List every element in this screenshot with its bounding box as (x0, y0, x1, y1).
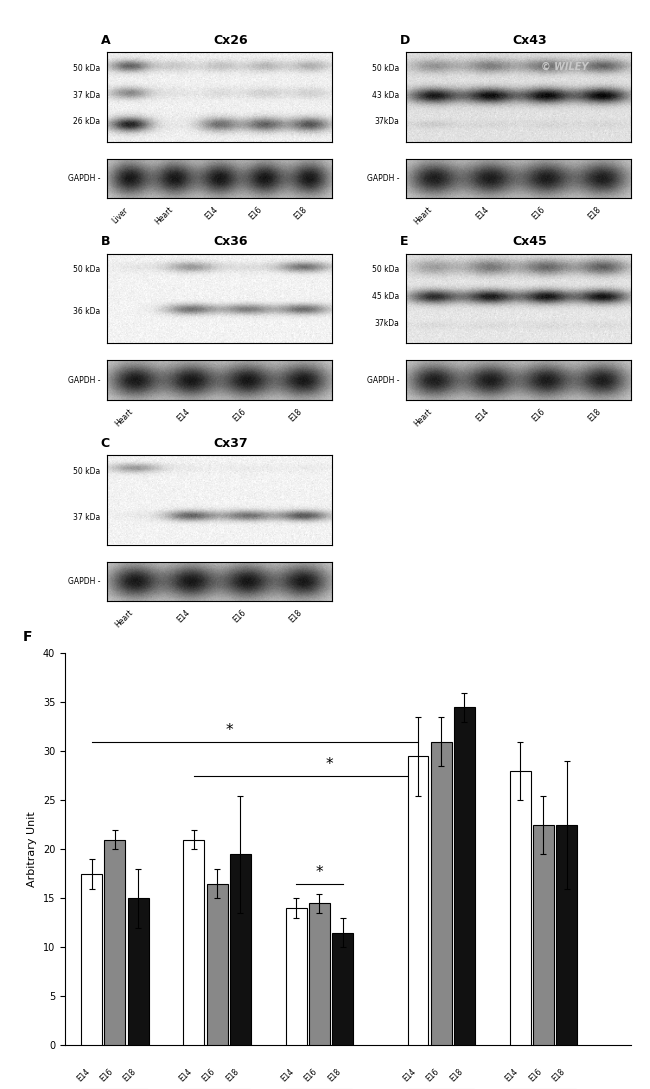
Bar (556, 825, 577, 1045)
Text: E18: E18 (326, 1067, 343, 1084)
Text: E16: E16 (527, 1067, 543, 1084)
Text: 45 kDa: 45 kDa (372, 292, 400, 301)
Text: GAPDH -: GAPDH - (367, 376, 400, 384)
Text: E16: E16 (231, 406, 248, 424)
Text: E16: E16 (201, 1067, 217, 1084)
Text: E18: E18 (586, 406, 603, 424)
Bar (230, 854, 251, 1045)
Text: 37 kDa: 37 kDa (73, 513, 101, 523)
Text: E14: E14 (75, 1067, 92, 1084)
Text: © WILEY: © WILEY (541, 62, 588, 72)
Text: C: C (101, 437, 110, 450)
Text: D: D (400, 34, 410, 47)
Y-axis label: Arbitrary Unit: Arbitrary Unit (27, 811, 37, 888)
Bar (408, 756, 428, 1045)
Bar (81, 873, 102, 1045)
Text: *: * (226, 723, 233, 737)
Bar (127, 898, 149, 1045)
Text: E14: E14 (175, 406, 191, 424)
Text: E16: E16 (303, 1067, 319, 1084)
Text: E16: E16 (530, 406, 547, 424)
Text: 26 kDa: 26 kDa (73, 118, 101, 126)
Text: E14: E14 (474, 406, 490, 424)
Bar (332, 932, 353, 1045)
Text: E18: E18 (287, 608, 304, 625)
Text: E16: E16 (424, 1067, 441, 1084)
Text: B: B (101, 235, 111, 248)
Text: E18: E18 (586, 205, 603, 222)
Text: Cx37: Cx37 (213, 437, 248, 450)
Text: Heart: Heart (114, 406, 135, 428)
Text: E18: E18 (122, 1067, 138, 1084)
Text: E14: E14 (203, 205, 220, 222)
Text: E18: E18 (292, 205, 309, 222)
Text: Heart: Heart (153, 205, 174, 227)
Text: E16: E16 (98, 1067, 115, 1084)
Bar (533, 825, 554, 1045)
Text: Cx45: Cx45 (512, 235, 547, 248)
Text: E14: E14 (280, 1067, 296, 1084)
Text: *: * (315, 865, 323, 880)
Text: E14: E14 (474, 205, 490, 222)
Bar (309, 904, 330, 1045)
Bar (207, 884, 228, 1045)
Text: A: A (101, 34, 111, 47)
Text: E18: E18 (448, 1067, 465, 1084)
Text: Cx26: Cx26 (213, 34, 248, 47)
Text: 50 kDa: 50 kDa (73, 64, 101, 73)
Text: F: F (23, 629, 32, 644)
Text: 37 kDa: 37 kDa (73, 90, 101, 99)
Bar (431, 742, 452, 1045)
Bar (510, 771, 530, 1045)
Text: E16: E16 (530, 205, 547, 222)
Text: Heart: Heart (413, 205, 434, 227)
Text: E: E (400, 235, 408, 248)
Text: E14: E14 (175, 608, 191, 625)
Bar (105, 840, 125, 1045)
Text: 37kDa: 37kDa (374, 118, 400, 126)
Text: E14: E14 (177, 1067, 194, 1084)
Text: E16: E16 (231, 608, 248, 625)
Text: E18: E18 (550, 1067, 567, 1084)
Text: *: * (326, 757, 333, 772)
Text: E18: E18 (224, 1067, 240, 1084)
Text: GAPDH -: GAPDH - (68, 577, 101, 586)
Text: Cx36: Cx36 (213, 235, 248, 248)
Bar (183, 840, 204, 1045)
Text: Heart: Heart (413, 406, 434, 428)
Text: E14: E14 (504, 1067, 520, 1084)
Text: E18: E18 (287, 406, 304, 424)
Text: E14: E14 (402, 1067, 418, 1084)
Text: 50 kDa: 50 kDa (73, 266, 101, 274)
Text: 43 kDa: 43 kDa (372, 90, 400, 99)
Text: 50 kDa: 50 kDa (73, 467, 101, 476)
Text: Liver: Liver (110, 205, 130, 225)
Text: GAPDH -: GAPDH - (367, 174, 400, 183)
Text: E16: E16 (248, 205, 264, 222)
Text: Cx43: Cx43 (512, 34, 547, 47)
Bar (285, 908, 307, 1045)
Text: 36 kDa: 36 kDa (73, 307, 101, 316)
Text: Heart: Heart (114, 608, 135, 629)
Text: 50 kDa: 50 kDa (372, 64, 400, 73)
Text: 50 kDa: 50 kDa (372, 266, 400, 274)
Bar (454, 708, 475, 1045)
Text: GAPDH -: GAPDH - (68, 174, 101, 183)
Text: GAPDH -: GAPDH - (68, 376, 101, 384)
Text: 37kDa: 37kDa (374, 319, 400, 328)
